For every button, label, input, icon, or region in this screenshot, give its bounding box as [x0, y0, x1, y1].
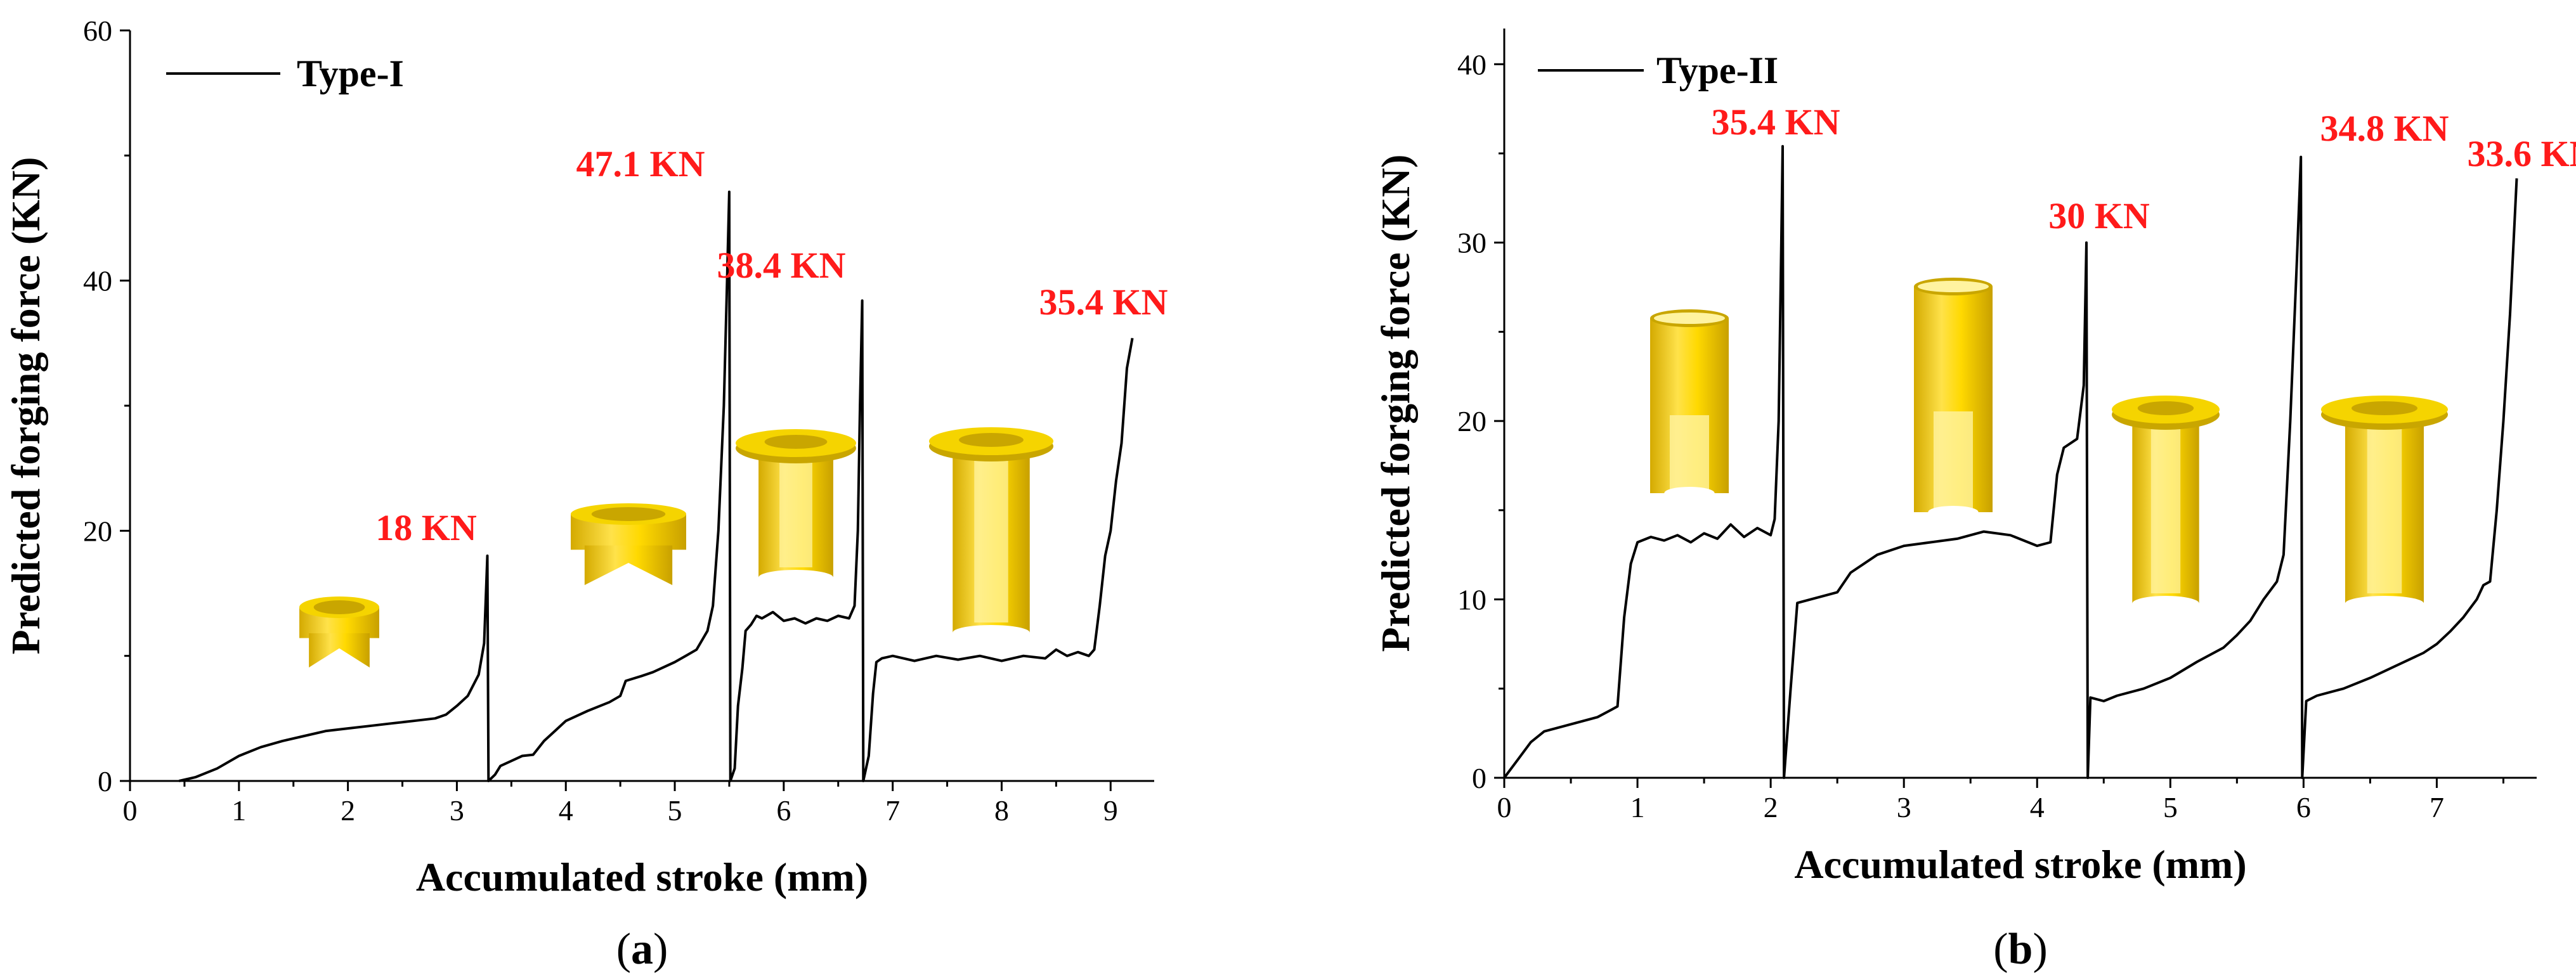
x-tick-label: 1: [231, 794, 246, 827]
y-tick-label: 40: [1457, 48, 1486, 81]
x-tick-label: 8: [994, 794, 1009, 827]
x-tick-label: 2: [1764, 791, 1778, 823]
y-tick-label: 60: [83, 15, 112, 47]
legend: Type-II: [1538, 49, 1778, 91]
x-tick-label: 2: [341, 794, 355, 827]
preform-stage-1-icon: [299, 596, 379, 667]
panel-letter: a: [631, 925, 653, 974]
preform-stage-3-icon: [736, 429, 856, 585]
peak-force-label: 18 KN: [375, 507, 477, 548]
chart-panel-a: 0 1 2 3 4 5 6 7 8 9 0 20 40 60 Type-I 18 KN 47.1 KN 38.…: [3, 15, 1168, 974]
x-tick-label: 0: [1497, 791, 1512, 823]
x-tick-label: 6: [2296, 791, 2311, 823]
part-icons: [1650, 278, 2448, 611]
peak-force-label: 35.4 KN: [1712, 101, 1840, 143]
peak-force-label: 47.1 KN: [576, 143, 705, 184]
panel-label: (a): [616, 925, 668, 974]
y-tick-label: 20: [83, 515, 112, 547]
x-tick-label: 3: [1897, 791, 1911, 823]
peak-annotations: 18 KN 47.1 KN 38.4 KN 35.4 KN: [375, 143, 1168, 548]
axes: 0 1 2 3 4 5 6 7 8 9 0 20 40 60: [83, 15, 1154, 827]
legend: Type-I: [166, 53, 404, 94]
x-tick-label: 7: [885, 794, 900, 827]
preform-stage-2-icon: [571, 503, 686, 585]
x-tick-label: 0: [123, 794, 138, 827]
peak-force-label: 35.4 KN: [1039, 281, 1168, 323]
x-tick-label: 3: [450, 794, 464, 827]
series-line-type-ii: [1503, 145, 2518, 779]
part-icons: [299, 427, 1053, 667]
panel-letter: b: [2008, 925, 2033, 974]
chart-panel-b: 0 1 2 3 4 5 6 7 0 10 20 30 40 Type-II 35.4 KN 30 KN 34…: [1373, 29, 2576, 974]
preform-stage-4-icon: [929, 427, 1053, 640]
legend-label: Type-II: [1656, 49, 1778, 91]
x-tick-label: 4: [559, 794, 573, 827]
x-tick-label: 4: [2030, 791, 2045, 823]
x-axis-title: Accumulated stroke (mm): [416, 854, 868, 899]
y-axis-title: Predicted forging force (KN): [1373, 155, 1418, 652]
peak-force-label: 33.6 KN: [2468, 133, 2576, 174]
preform-stage-2-icon: [1914, 278, 1993, 519]
y-tick-label: 0: [98, 765, 112, 797]
x-tick-label: 7: [2430, 791, 2444, 823]
axes: 0 1 2 3 4 5 6 7 0 10 20 30 40: [1457, 29, 2537, 823]
x-tick-label: 6: [776, 794, 791, 827]
x-tick-label: 5: [2163, 791, 2178, 823]
y-tick-label: 40: [83, 265, 112, 297]
peak-annotations: 35.4 KN 30 KN 34.8 KN 33.6 KN: [1712, 101, 2576, 236]
y-axis-title: Predicted forging force (KN): [3, 157, 48, 655]
preform-stage-4-icon: [2321, 396, 2448, 611]
peak-force-label: 34.8 KN: [2320, 108, 2449, 149]
y-tick-label: 10: [1457, 584, 1486, 616]
series-line-type-i: [178, 190, 1134, 782]
peak-force-label: 30 KN: [2048, 195, 2150, 236]
y-tick-label: 0: [1472, 762, 1486, 794]
preform-stage-3-icon: [2112, 396, 2220, 611]
x-tick-label: 1: [1630, 791, 1645, 823]
x-axis-title: Accumulated stroke (mm): [1794, 842, 2246, 887]
x-tick-label: 9: [1103, 794, 1118, 827]
x-tick-label: 5: [668, 794, 682, 827]
preform-stage-1-icon: [1650, 309, 1729, 500]
panel-label: (b): [1993, 925, 2048, 974]
y-tick-label: 30: [1457, 227, 1486, 259]
legend-label: Type-I: [297, 53, 404, 94]
peak-force-label: 38.4 KN: [717, 245, 846, 286]
y-tick-label: 20: [1457, 405, 1486, 437]
